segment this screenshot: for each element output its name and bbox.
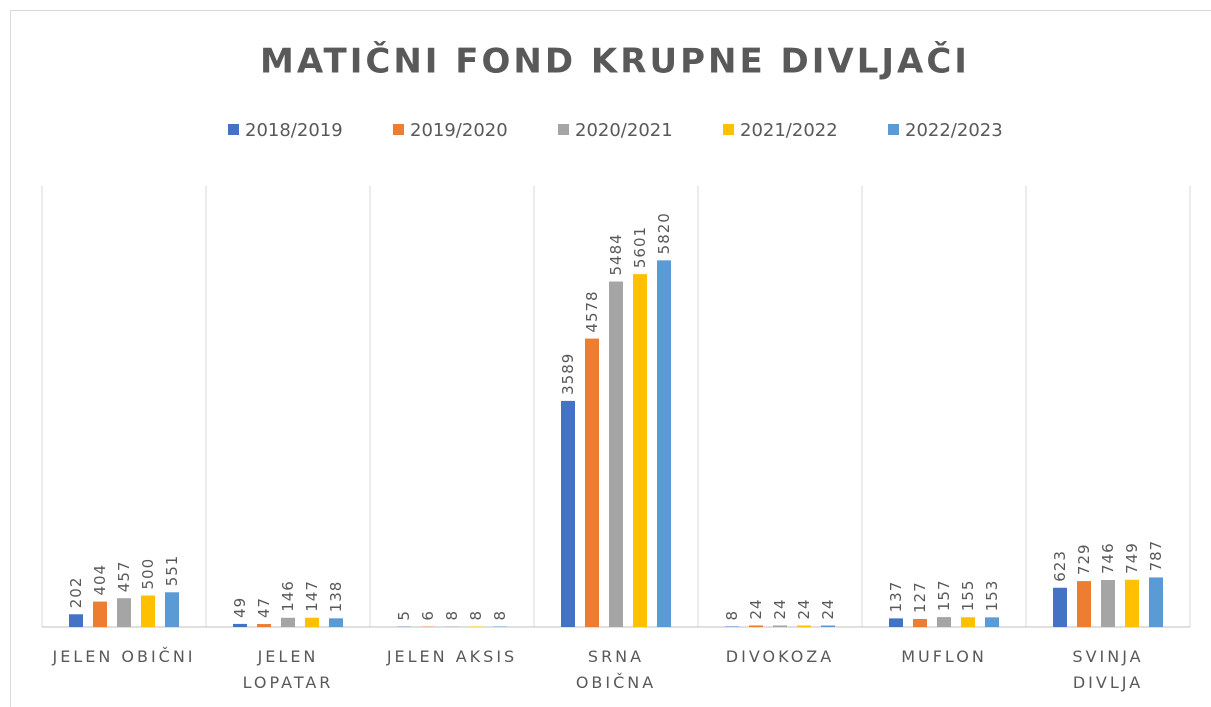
bar — [165, 592, 179, 627]
value-label: 47 — [255, 597, 273, 618]
value-label: 5484 — [607, 233, 625, 275]
bar — [305, 617, 319, 627]
x-tick-label: MUFLON — [901, 647, 987, 666]
bar — [609, 281, 623, 627]
legend-swatch — [228, 124, 239, 135]
value-label: 746 — [1099, 542, 1117, 574]
bar — [633, 274, 647, 627]
x-tick-label: JELEN OBIČNI — [52, 647, 196, 666]
value-label: 157 — [935, 579, 953, 611]
bar — [1149, 577, 1163, 627]
bar — [961, 617, 975, 627]
bar — [257, 624, 271, 627]
bar — [469, 626, 483, 627]
bar — [445, 626, 459, 627]
value-label: 749 — [1123, 542, 1141, 574]
value-label: 8 — [723, 610, 741, 621]
value-label: 49 — [231, 597, 249, 618]
x-tick-label: JELEN AKSIS — [386, 647, 518, 666]
legend-swatch — [393, 124, 404, 135]
legend-swatch — [723, 124, 734, 135]
x-tick-label: JELEN LOPATAR — [242, 647, 334, 692]
value-label: 202 — [67, 577, 85, 609]
value-label: 8 — [491, 610, 509, 621]
bar — [233, 623, 247, 627]
value-label: 5601 — [631, 226, 649, 268]
bar — [985, 617, 999, 627]
value-label: 147 — [303, 580, 321, 612]
bar — [657, 260, 671, 627]
chart-title: MATIČNI FOND KRUPNE DIVLJAČI — [260, 41, 970, 82]
bar — [585, 338, 599, 627]
legend-swatch — [888, 124, 899, 135]
value-label: 24 — [771, 598, 789, 619]
value-label: 457 — [115, 561, 133, 593]
bar — [773, 625, 787, 627]
bar — [1053, 587, 1067, 627]
value-label: 8 — [443, 610, 461, 621]
bar — [561, 400, 575, 627]
value-label: 6 — [419, 610, 437, 621]
bar — [913, 618, 927, 627]
value-label: 5 — [395, 610, 413, 621]
bar — [93, 601, 107, 627]
value-label: 729 — [1075, 543, 1093, 575]
value-label: 24 — [795, 598, 813, 619]
value-label: 137 — [887, 581, 905, 613]
value-label: 8 — [467, 610, 485, 621]
bar — [749, 625, 763, 627]
value-label: 138 — [327, 581, 345, 613]
value-label: 4578 — [583, 290, 601, 332]
value-label: 155 — [959, 580, 977, 612]
chart-border — [10, 10, 1211, 707]
value-label: 623 — [1051, 550, 1069, 582]
legend-label: 2019/2020 — [410, 120, 508, 141]
value-label: 404 — [91, 564, 109, 596]
bar — [329, 618, 343, 627]
bar — [1101, 580, 1115, 627]
value-label: 153 — [983, 580, 1001, 612]
bar — [281, 617, 295, 627]
legend-label: 2021/2022 — [740, 120, 838, 141]
legend-label: 2022/2023 — [905, 120, 1003, 141]
x-tick-label: SRNA OBIČNA — [575, 647, 657, 692]
value-label: 24 — [819, 598, 837, 619]
x-tick-label: SVINJA DIVLJA — [1072, 647, 1144, 692]
x-tick-label: DIVOKOZA — [725, 647, 835, 666]
bar — [889, 618, 903, 627]
value-label: 551 — [163, 555, 181, 587]
legend-swatch — [558, 124, 569, 135]
bar — [821, 625, 835, 627]
bar — [937, 617, 951, 627]
bar — [493, 626, 507, 627]
bar — [69, 614, 83, 627]
bar — [141, 595, 155, 627]
value-label: 5820 — [655, 212, 673, 254]
value-label: 24 — [747, 598, 765, 619]
bar — [1125, 579, 1139, 627]
legend-label: 2020/2021 — [575, 120, 673, 141]
value-label: 787 — [1147, 540, 1165, 572]
value-label: 500 — [139, 558, 157, 590]
value-label: 146 — [279, 580, 297, 612]
bar — [117, 598, 131, 627]
bar — [1077, 581, 1091, 627]
value-label: 3589 — [559, 353, 577, 395]
legend-label: 2018/2019 — [245, 120, 343, 141]
value-label: 127 — [911, 581, 929, 613]
bar — [725, 626, 739, 627]
bar — [797, 625, 811, 627]
